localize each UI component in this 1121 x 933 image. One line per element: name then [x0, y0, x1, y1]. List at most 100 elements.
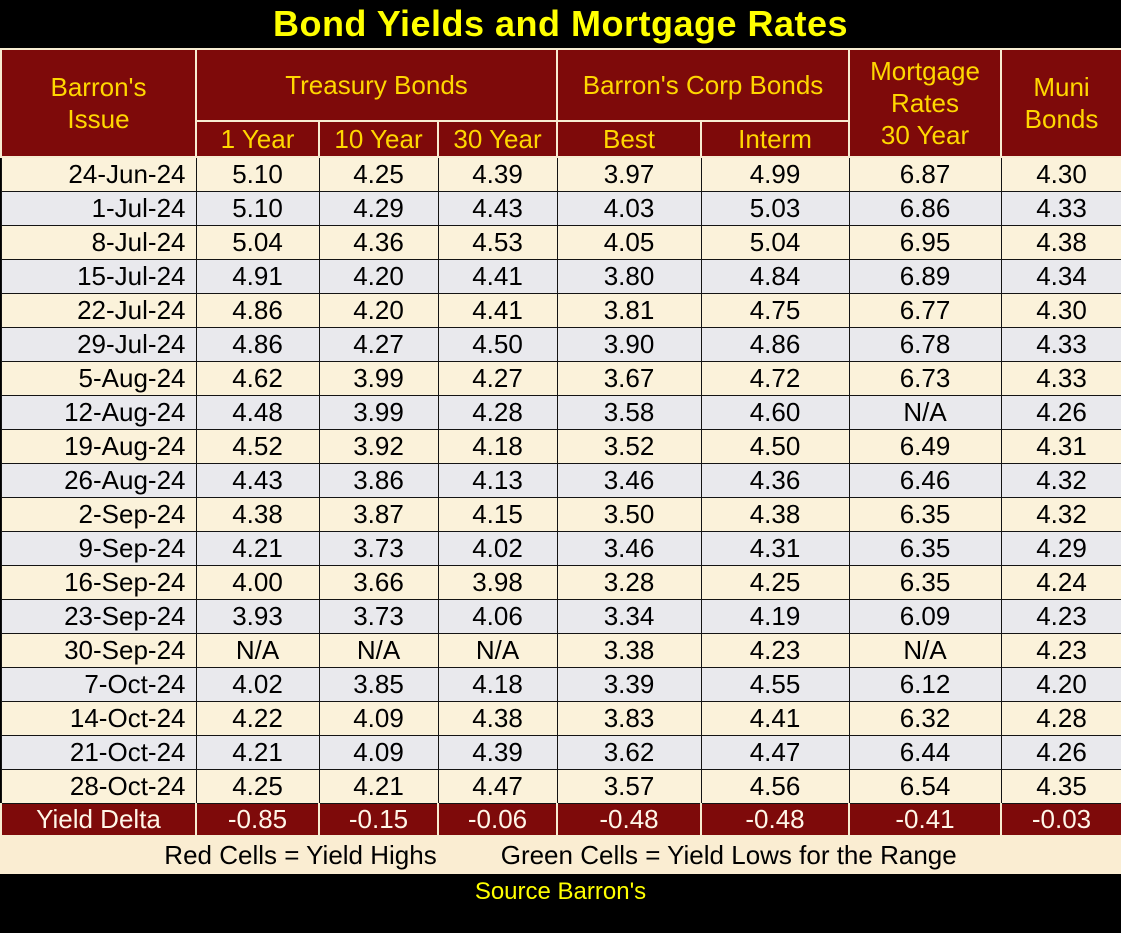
table-row: 16-Sep-24 4.00 3.66 3.98 3.28 4.25 6.35 4.24 [0, 564, 1121, 600]
col-header-interm: Interm [700, 120, 851, 158]
cell-value: 4.15 [437, 496, 558, 532]
cell-value: 3.90 [556, 326, 702, 362]
cell-value: 4.30 [1000, 156, 1121, 192]
cell-issue-date: 12-Aug-24 [0, 394, 197, 430]
cell-value: 4.26 [1000, 394, 1121, 430]
cell-value: 3.99 [318, 394, 439, 430]
cell-value: 4.28 [437, 394, 558, 430]
cell-value: 6.77 [848, 292, 1002, 328]
table-row: 28-Oct-24 4.25 4.21 4.47 3.57 4.56 6.54 4.35 [0, 768, 1121, 804]
cell-value: 3.80 [556, 258, 702, 294]
table-row: 7-Oct-24 4.02 3.85 4.18 3.39 4.55 6.12 4.20 [0, 666, 1121, 702]
cell-value: 3.73 [318, 598, 439, 634]
cell-value: 6.44 [848, 734, 1002, 770]
cell-value: 4.20 [318, 258, 439, 294]
cell-value: 3.97 [556, 156, 702, 192]
cell-value: 3.67 [556, 360, 702, 396]
cell-issue-date: 26-Aug-24 [0, 462, 197, 498]
table-row: 2-Sep-24 4.38 3.87 4.15 3.50 4.38 6.35 4.32 [0, 496, 1121, 532]
table-row: 1-Jul-24 5.10 4.29 4.43 4.03 5.03 6.86 4.33 [0, 190, 1121, 226]
cell-value: 4.33 [1000, 190, 1121, 226]
cell-value: 3.87 [318, 496, 439, 532]
cell-value: 4.86 [700, 326, 850, 362]
cell-value: 4.31 [700, 530, 850, 566]
cell-value: 4.23 [700, 632, 850, 668]
col-header-10-year: 10 Year [318, 120, 439, 158]
table-row: 15-Jul-24 4.91 4.20 4.41 3.80 4.84 6.89 4.34 [0, 258, 1121, 294]
cell-value: 6.49 [848, 428, 1002, 464]
table-row: 5-Aug-24 4.62 3.99 4.27 3.67 4.72 6.73 4.33 [0, 360, 1121, 396]
cell-value: 4.86 [195, 326, 320, 362]
col-header-30-year: 30 Year [436, 120, 559, 158]
cell-issue-date: 16-Sep-24 [0, 564, 197, 600]
cell-value: 4.29 [1000, 530, 1121, 566]
cell-value: 6.12 [848, 666, 1002, 702]
col-header-mortgage-rates-30-year: Mortgage Rates 30 Year [848, 48, 1003, 158]
yield-delta-value: -0.41 [848, 802, 1003, 837]
cell-value: 4.99 [700, 156, 850, 192]
cell-value: 3.52 [556, 428, 702, 464]
cell-value: 4.32 [1000, 462, 1121, 498]
cell-value: 3.57 [556, 768, 702, 804]
cell-value: 3.86 [318, 462, 439, 498]
cell-value: 4.22 [195, 700, 320, 736]
cell-value: 4.27 [318, 326, 439, 362]
cell-value: 4.35 [1000, 768, 1121, 804]
cell-issue-date: 5-Aug-24 [0, 360, 197, 396]
cell-value: 4.38 [700, 496, 850, 532]
cell-value: 3.50 [556, 496, 702, 532]
yield-delta-value: -0.48 [556, 802, 703, 837]
cell-value: 4.52 [195, 428, 320, 464]
cell-value: 3.81 [556, 292, 702, 328]
col-group-treasury-bonds: Treasury Bonds [194, 48, 559, 122]
cell-issue-date: 23-Sep-24 [0, 598, 197, 634]
col-header-barrons-issue: Barron's Issue [0, 48, 197, 158]
table-row: 22-Jul-24 4.86 4.20 4.41 3.81 4.75 6.77 4.30 [0, 292, 1121, 328]
cell-value: 4.09 [318, 734, 439, 770]
cell-value: 4.43 [437, 190, 558, 226]
cell-value: 5.03 [700, 190, 850, 226]
cell-value: 4.27 [437, 360, 558, 396]
source-note: Source Barron's [0, 874, 1121, 910]
cell-value: 4.39 [437, 734, 558, 770]
cell-value: 4.39 [437, 156, 558, 192]
legend-red-cells: Red Cells = Yield Highs [164, 840, 437, 870]
cell-value: 4.41 [700, 700, 850, 736]
cell-value: 4.47 [437, 768, 558, 804]
yield-delta-label: Yield Delta [0, 802, 197, 837]
cell-value: N/A [318, 632, 439, 668]
cell-issue-date: 22-Jul-24 [0, 292, 197, 328]
cell-value: 3.28 [556, 564, 702, 600]
cell-value: 4.41 [437, 258, 558, 294]
cell-value: 4.36 [318, 224, 439, 260]
cell-value: 6.46 [848, 462, 1002, 498]
table-row: 29-Jul-24 4.86 4.27 4.50 3.90 4.86 6.78 4.33 [0, 326, 1121, 362]
cell-value: 4.47 [700, 734, 850, 770]
cell-value: 4.02 [195, 666, 320, 702]
cell-value: 3.46 [556, 530, 702, 566]
cell-value: 4.32 [1000, 496, 1121, 532]
cell-value: 4.60 [700, 394, 850, 430]
cell-value: 3.83 [556, 700, 702, 736]
cell-value: 4.05 [556, 224, 702, 260]
cell-value: 4.28 [1000, 700, 1121, 736]
table-row: 24-Jun-24 5.10 4.25 4.39 3.97 4.99 6.87 4.30 [0, 156, 1121, 192]
cell-value: 4.21 [195, 530, 320, 566]
cell-value: 4.86 [195, 292, 320, 328]
yield-delta-row: Yield Delta -0.85 -0.15 -0.06 -0.48 -0.4… [0, 802, 1121, 837]
cell-value: 4.03 [556, 190, 702, 226]
cell-issue-date: 2-Sep-24 [0, 496, 197, 532]
cell-value: 4.25 [318, 156, 439, 192]
col-header-muni-bonds: Muni Bonds [1000, 48, 1121, 158]
cell-value: 6.35 [848, 564, 1002, 600]
cell-value: 4.33 [1000, 360, 1121, 396]
cell-value: 6.89 [848, 258, 1002, 294]
cell-value: 4.36 [700, 462, 850, 498]
cell-value: 4.75 [700, 292, 850, 328]
legend-row: Red Cells = Yield Highs Green Cells = Yi… [0, 837, 1121, 874]
cell-value: 4.25 [700, 564, 850, 600]
cell-value: 4.02 [437, 530, 558, 566]
cell-value: 4.19 [700, 598, 850, 634]
cell-value: 4.38 [437, 700, 558, 736]
cell-value: 5.10 [195, 190, 320, 226]
